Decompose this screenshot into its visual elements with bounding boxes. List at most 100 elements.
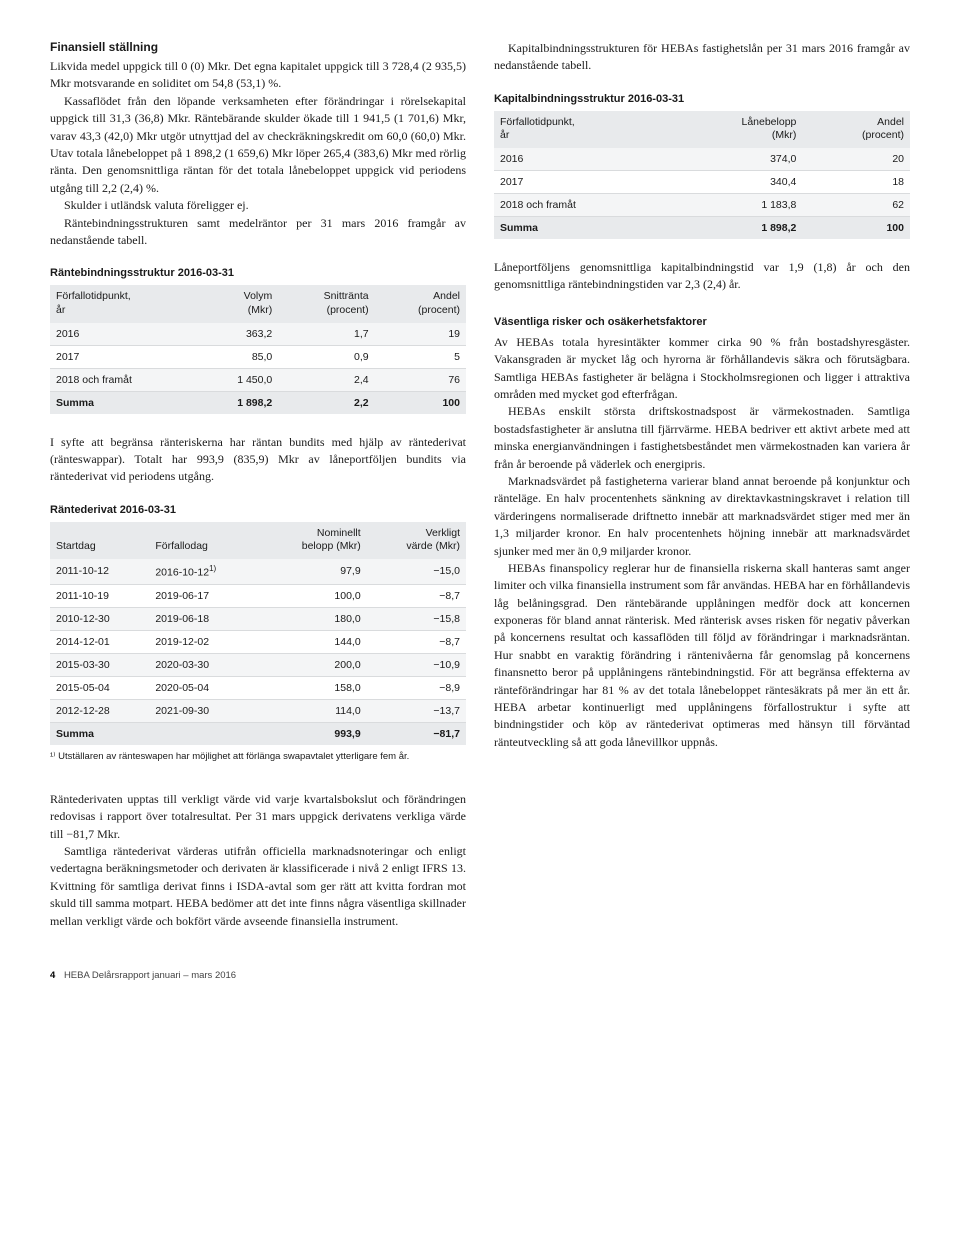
table-row: 2011-10-122016-10-121)97,9−15,0 — [50, 559, 466, 584]
table-cell: Summa — [50, 722, 149, 745]
table-cell: 1 898,2 — [669, 217, 802, 240]
table-cell: 2011-10-19 — [50, 584, 149, 607]
right-column: Kapitalbindningsstrukturen för HEBAs fas… — [494, 40, 910, 930]
col-header: Förfallodag — [149, 522, 259, 559]
table-cell: −8,7 — [367, 630, 466, 653]
table-cell: 19 — [375, 323, 466, 346]
table-cell: 2017 — [494, 171, 669, 194]
col-header: Andel(procent) — [375, 285, 466, 322]
table-title: Räntebindningsstruktur 2016-03-31 — [50, 267, 466, 279]
table-cell: 2015-05-04 — [50, 676, 149, 699]
table-cell: 2019-06-17 — [149, 584, 259, 607]
section-heading: Väsentliga risker och osäkerhetsfaktorer — [494, 316, 910, 328]
table-cell: 363,2 — [199, 323, 279, 346]
col-header: Andel(procent) — [802, 111, 910, 148]
table-cell: 180,0 — [259, 607, 366, 630]
table-row: 201785,00,95 — [50, 345, 466, 368]
left-column: Finansiell ställning Likvida medel uppgi… — [50, 40, 466, 930]
table-cell: 2020-03-30 — [149, 653, 259, 676]
table-row: 2012-12-282021-09-30114,0−13,7 — [50, 699, 466, 722]
table-row: 2015-03-302020-03-30200,0−10,9 — [50, 653, 466, 676]
table-cell: 18 — [802, 171, 910, 194]
col-header: Volym(Mkr) — [199, 285, 279, 322]
body-paragraph: Samtliga räntederivat värderas utifrån o… — [50, 843, 466, 930]
col-header: Lånebelopp(Mkr) — [669, 111, 802, 148]
body-paragraph: HEBAs enskilt största driftskostnadspost… — [494, 403, 910, 473]
table-cell: 200,0 — [259, 653, 366, 676]
table-sum-row: Summa1 898,22,2100 — [50, 391, 466, 414]
table-cell: 2019-06-18 — [149, 607, 259, 630]
footer-text: HEBA Delårsrapport januari – mars 2016 — [64, 970, 236, 981]
table-cell: 1 450,0 — [199, 368, 279, 391]
table-cell: 2011-10-12 — [50, 559, 149, 584]
table-cell: 2015-03-30 — [50, 653, 149, 676]
table-cell: 1 898,2 — [199, 391, 279, 414]
table-cell: 20 — [802, 148, 910, 171]
table-cell: 340,4 — [669, 171, 802, 194]
table-row: 2017340,418 — [494, 171, 910, 194]
body-paragraph: HEBAs finanspolicy reglerar hur de finan… — [494, 560, 910, 751]
table-cell: 2018 och framåt — [494, 194, 669, 217]
col-header: Förfallotidpunkt,år — [50, 285, 199, 322]
section-heading: Finansiell ställning — [50, 40, 466, 54]
body-paragraph: Marknadsvärdet på fastigheterna varierar… — [494, 473, 910, 560]
table-cell: 2014-12-01 — [50, 630, 149, 653]
table-row: 2018 och framåt1 450,02,476 — [50, 368, 466, 391]
page-number: 4 — [50, 970, 55, 981]
table-cell: 2,4 — [278, 368, 374, 391]
two-column-layout: Finansiell ställning Likvida medel uppgi… — [50, 40, 910, 930]
table-cell: 2010-12-30 — [50, 607, 149, 630]
table-cell: 62 — [802, 194, 910, 217]
table-cell: 2016-10-121) — [149, 559, 259, 584]
table-cell: −15,0 — [367, 559, 466, 584]
body-paragraph: Låneportföljens genomsnittliga kapitalbi… — [494, 259, 910, 294]
table-cell: 144,0 — [259, 630, 366, 653]
table-cell: −10,9 — [367, 653, 466, 676]
table-sum-row: Summa1 898,2100 — [494, 217, 910, 240]
body-paragraph: Likvida medel uppgick till 0 (0) Mkr. De… — [50, 58, 466, 93]
table-cell: 0,9 — [278, 345, 374, 368]
table-cell: 2016 — [494, 148, 669, 171]
col-header: Snittränta(procent) — [278, 285, 374, 322]
table-cell: 100 — [802, 217, 910, 240]
table-cell — [149, 722, 259, 745]
table-cell: 5 — [375, 345, 466, 368]
body-paragraph: I syfte att begränsa ränteriskerna har r… — [50, 434, 466, 486]
table-cell: Summa — [494, 217, 669, 240]
table-cell: −8,7 — [367, 584, 466, 607]
table-row: 2011-10-192019-06-17100,0−8,7 — [50, 584, 466, 607]
table-cell: 1 183,8 — [669, 194, 802, 217]
table-title: Räntederivat 2016-03-31 — [50, 504, 466, 516]
table-cell: 2019-12-02 — [149, 630, 259, 653]
body-paragraph: Räntederivaten upptas till verkligt värd… — [50, 791, 466, 843]
table-cell: 114,0 — [259, 699, 366, 722]
table-cell: −8,9 — [367, 676, 466, 699]
table-cell: 2016 — [50, 323, 199, 346]
col-header: Startdag — [50, 522, 149, 559]
rate-binding-table: Förfallotidpunkt,år Volym(Mkr) Snittränt… — [50, 285, 466, 413]
table-cell: 2,2 — [278, 391, 374, 414]
table-cell: 2017 — [50, 345, 199, 368]
table-row: 2016363,21,719 — [50, 323, 466, 346]
table-body: 2011-10-122016-10-121)97,9−15,02011-10-1… — [50, 559, 466, 745]
table-cell: −15,8 — [367, 607, 466, 630]
table-cell: 76 — [375, 368, 466, 391]
table-row: 2015-05-042020-05-04158,0−8,9 — [50, 676, 466, 699]
table-cell: 100,0 — [259, 584, 366, 607]
body-paragraph: Kassaflödet från den löpande verksamhete… — [50, 93, 466, 197]
table-row: 2016374,020 — [494, 148, 910, 171]
table-cell: 993,9 — [259, 722, 366, 745]
col-header: Nominelltbelopp (Mkr) — [259, 522, 366, 559]
table-title: Kapitalbindningsstruktur 2016-03-31 — [494, 93, 910, 105]
table-cell: 158,0 — [259, 676, 366, 699]
derivative-table: Startdag Förfallodag Nominelltbelopp (Mk… — [50, 522, 466, 745]
table-sum-row: Summa993,9−81,7 — [50, 722, 466, 745]
table-row: 2014-12-012019-12-02144,0−8,7 — [50, 630, 466, 653]
page-footer: 4 HEBA Delårsrapport januari – mars 2016 — [50, 970, 910, 981]
table-cell: 2012-12-28 — [50, 699, 149, 722]
table-footnote: ¹⁾ Utställaren av ränteswapen har möjlig… — [50, 751, 466, 763]
table-cell: 85,0 — [199, 345, 279, 368]
table-cell: Summa — [50, 391, 199, 414]
table-row: 2010-12-302019-06-18180,0−15,8 — [50, 607, 466, 630]
table-cell: 1,7 — [278, 323, 374, 346]
